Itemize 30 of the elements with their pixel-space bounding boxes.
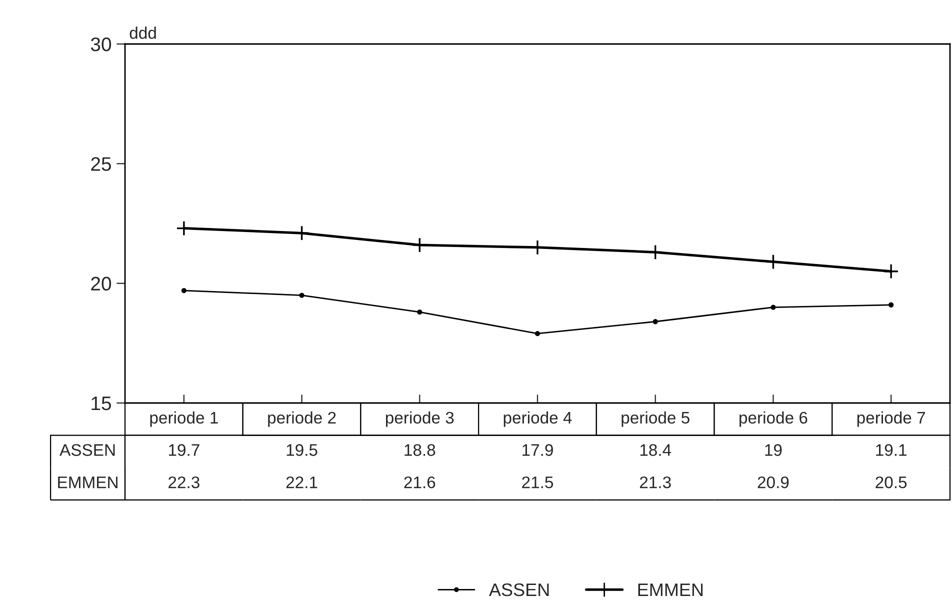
data-label: 17.9: [522, 444, 553, 456]
data-label: 21.5: [522, 476, 554, 488]
data-label: 22.3: [168, 476, 200, 488]
data-label: 21.3: [640, 476, 671, 488]
x-tick-label: periode 6: [740, 411, 808, 427]
y-axis-title: ddd: [130, 26, 156, 39]
text: EMMEN: [638, 584, 703, 596]
data-label: 18.8: [404, 444, 436, 456]
legend-label: EMMEN: [58, 476, 118, 488]
data-label: 19.7: [168, 444, 200, 456]
data-label: 22.1: [286, 476, 318, 488]
x-tick-label: periode 4: [504, 411, 572, 427]
text: ASSEN: [60, 444, 115, 456]
legend-label: ASSEN: [488, 583, 549, 596]
x-tick-label: periode 3: [386, 411, 454, 427]
x-tick-label: periode 2: [268, 411, 336, 427]
data-label: 20.9: [758, 476, 789, 488]
x-tick-label: periode 5: [622, 411, 690, 427]
data-label: 20.5: [876, 476, 907, 488]
x-tick-label: periode 7: [857, 411, 925, 427]
data-label: 19: [765, 444, 782, 456]
data-label: 21.6: [404, 476, 436, 488]
y-tick-label: 25: [91, 157, 111, 171]
y-tick-label: 15: [92, 396, 111, 410]
data-label: 18.4: [640, 444, 672, 456]
y-tick-label: 30: [90, 37, 112, 52]
x-tick-label: periode 1: [150, 411, 218, 427]
data-label: 19.5: [286, 444, 318, 456]
data-label: 19.1: [876, 444, 906, 456]
y-tick-label: 20: [91, 276, 112, 291]
